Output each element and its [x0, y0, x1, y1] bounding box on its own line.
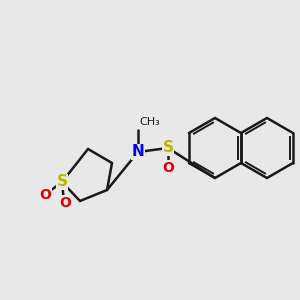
Text: O: O: [39, 188, 51, 202]
Text: S: S: [163, 140, 173, 155]
Text: CH₃: CH₃: [139, 117, 160, 127]
Text: O: O: [59, 196, 71, 210]
Text: O: O: [162, 161, 174, 175]
Text: N: N: [132, 145, 144, 160]
Text: S: S: [56, 175, 68, 190]
